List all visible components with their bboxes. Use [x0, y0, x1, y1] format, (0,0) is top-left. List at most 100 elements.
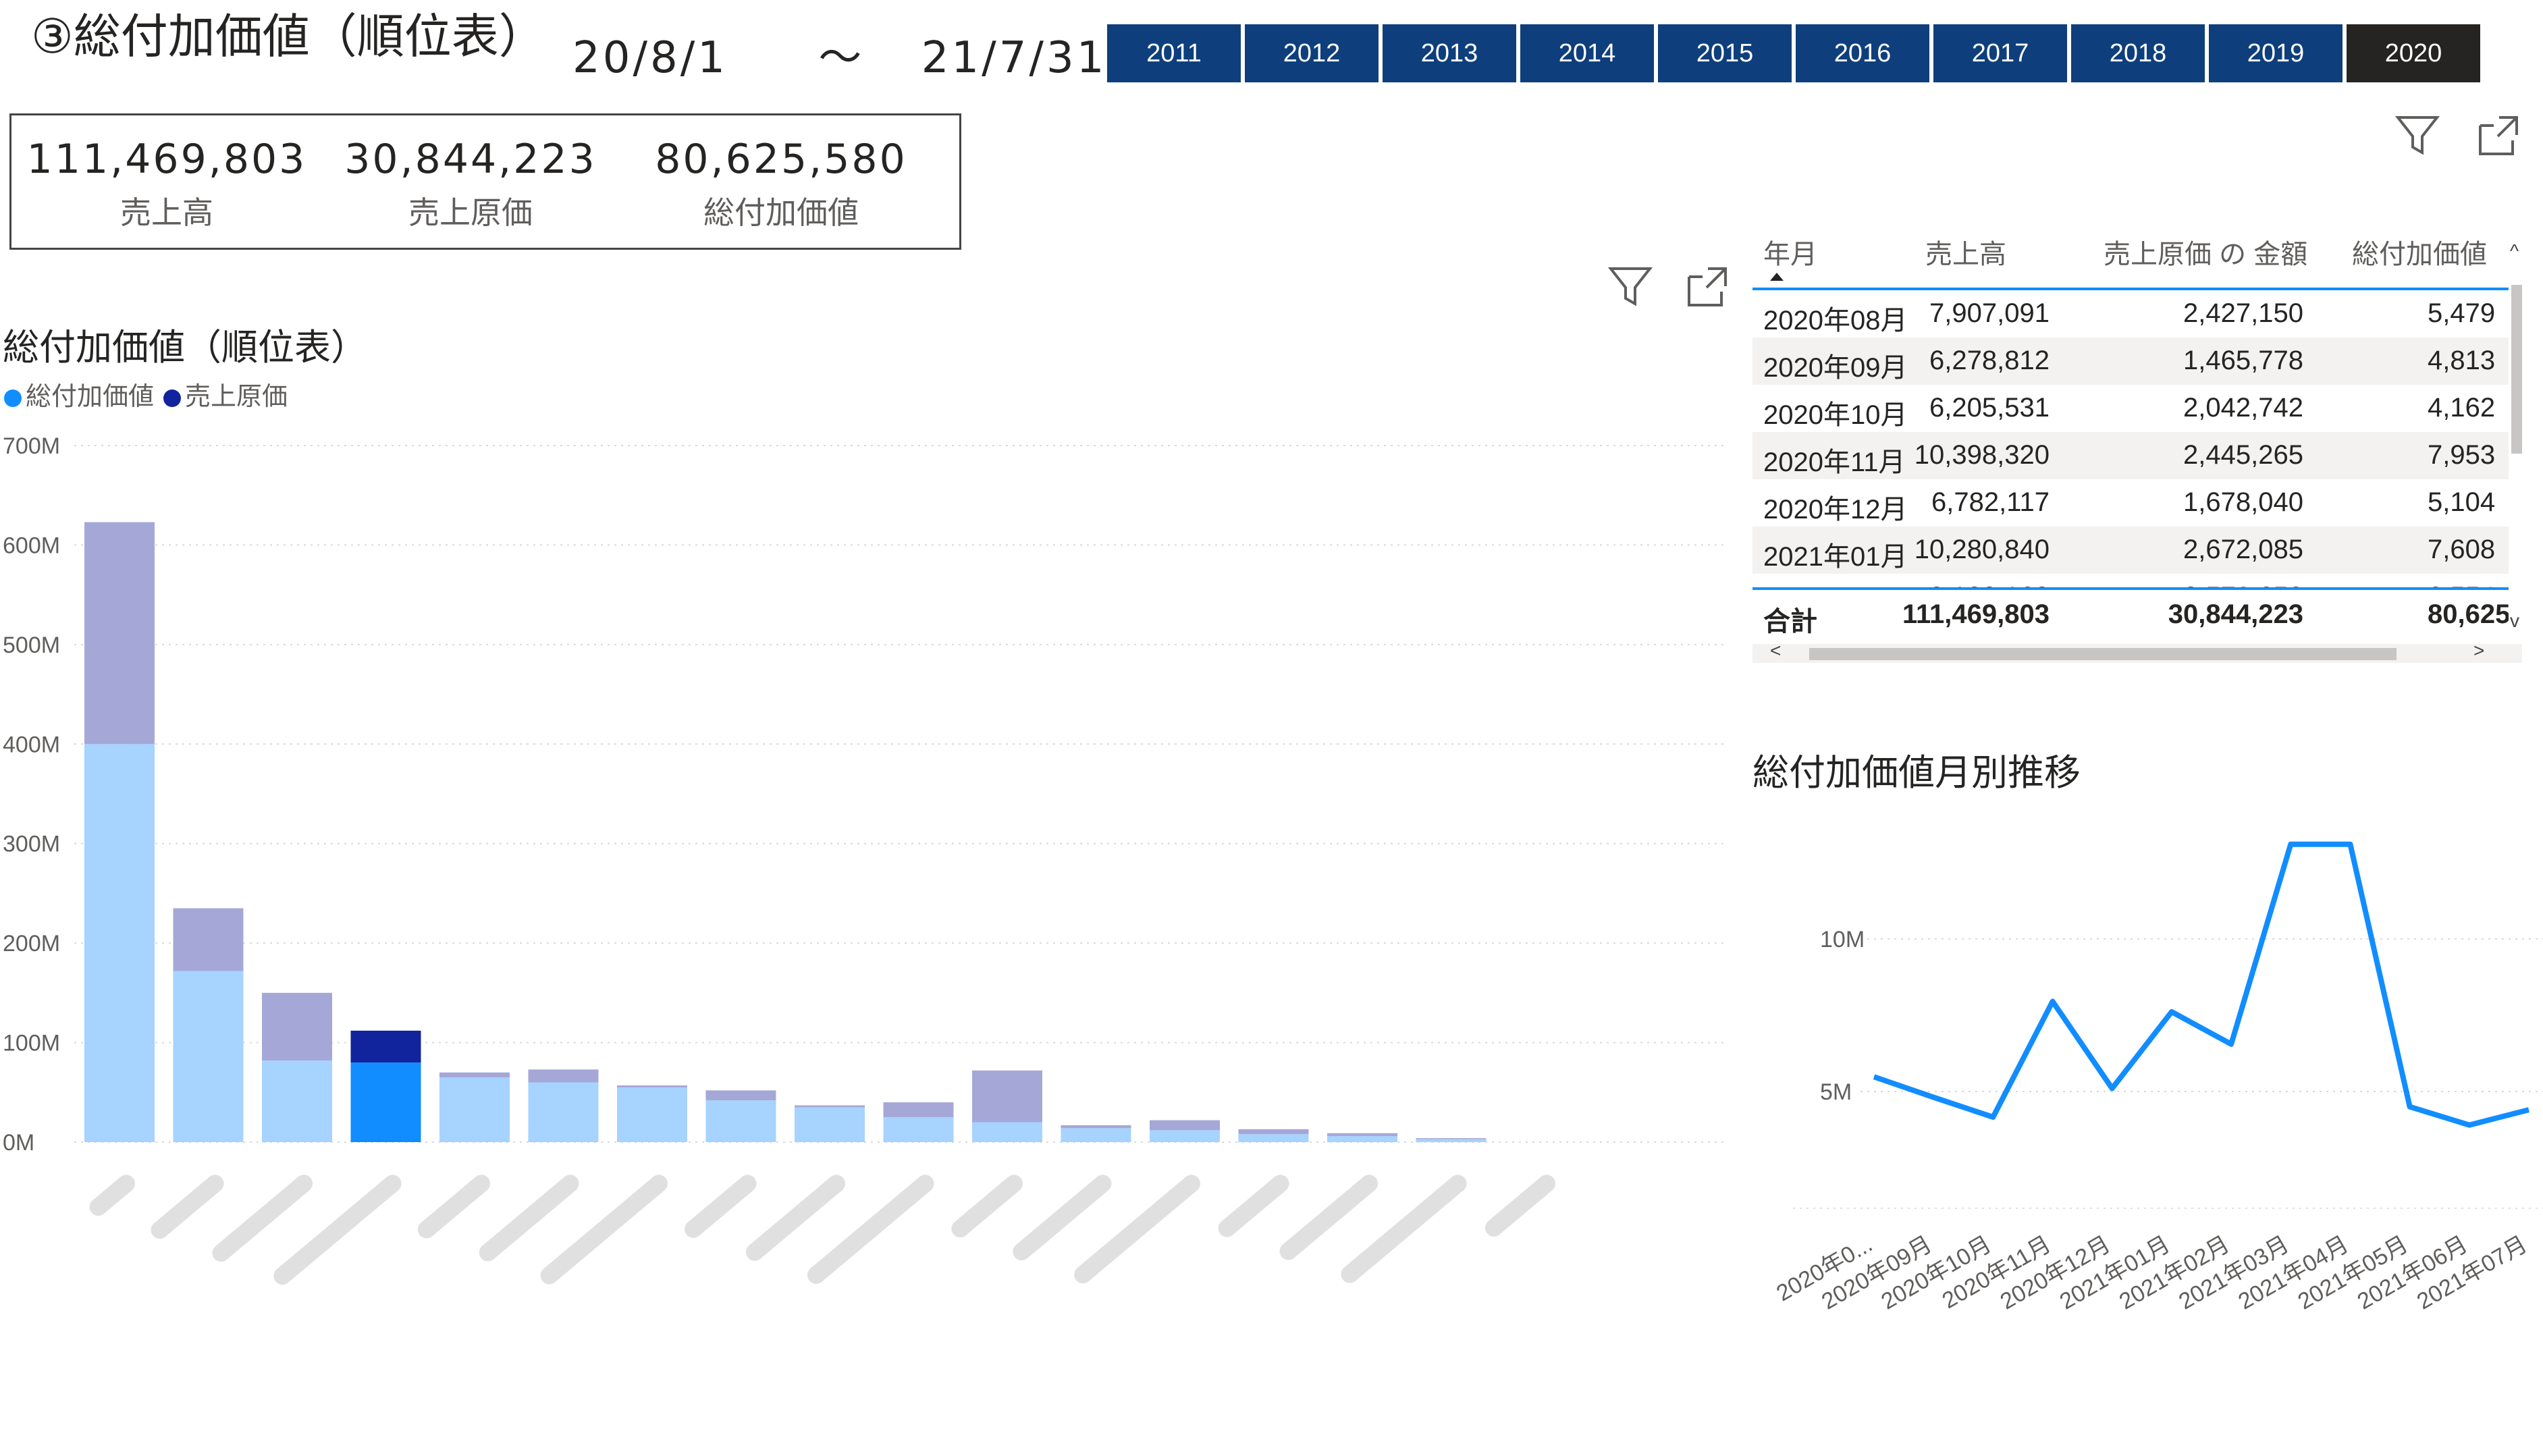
- legend-item-cost[interactable]: 売上原価: [163, 375, 288, 412]
- x-category-label-blurred: [807, 1175, 934, 1284]
- sort-ascending-icon: [1770, 273, 1784, 281]
- table-cell: 2,672,085: [2183, 535, 2303, 564]
- bar-value-segment[interactable]: [84, 744, 155, 1142]
- kpi-card: 111,469,803 売上高 30,844,223 売上原価 80,625,5…: [9, 113, 961, 250]
- bar-cost-segment[interactable]: [439, 1072, 510, 1078]
- bar-value-segment[interactable]: [705, 1100, 776, 1142]
- y-tick-label: 500M: [3, 632, 60, 658]
- year-button-2014[interactable]: 2014: [1520, 24, 1654, 82]
- year-button-2015[interactable]: 2015: [1658, 24, 1792, 82]
- scroll-up-icon[interactable]: ^: [2510, 240, 2519, 261]
- table-cell: 2020年09月: [1763, 353, 1908, 383]
- vertical-scroll-thumb[interactable]: [2511, 285, 2522, 454]
- filter-icon[interactable]: [2394, 112, 2441, 159]
- bar-cost-segment[interactable]: [84, 522, 155, 745]
- table-header-sales[interactable]: 売上高: [1925, 240, 2006, 269]
- total-cost: 30,844,223: [2168, 599, 2303, 629]
- table-cell: 2021年02月: [1763, 582, 1907, 587]
- year-button-2020[interactable]: 2020: [2347, 24, 2480, 82]
- bar-value-segment[interactable]: [262, 1060, 332, 1142]
- line-series[interactable]: [1873, 841, 2529, 1128]
- table-total-row: 合計 111,469,803 30,844,223 80,625: [1752, 587, 2511, 641]
- focus-mode-icon[interactable]: [1684, 263, 1731, 311]
- bar-value-segment[interactable]: [1416, 1139, 1487, 1142]
- table-header-month[interactable]: 年月: [1763, 240, 1817, 269]
- bar-cost-segment[interactable]: [1327, 1133, 1397, 1137]
- bar-cost-segment[interactable]: [1416, 1138, 1487, 1139]
- table-row[interactable]: 2020年12月 6,782,117 1,678,040 5,104: [1752, 479, 2509, 527]
- line-chart: 5M10M2020年0...2020年09月2020年10月2020年11月20…: [1772, 841, 2543, 1315]
- table-row[interactable]: 2020年10月 6,205,531 2,042,742 4,162: [1752, 385, 2509, 432]
- date-to: 21/7/31: [921, 33, 1107, 83]
- y-tick-label: 700M: [3, 433, 60, 459]
- year-button-2017[interactable]: 2017: [1933, 24, 2067, 82]
- table-row[interactable]: 2021年01月 10,280,840 2,672,085 7,608: [1752, 527, 2509, 574]
- x-category-label-blurred: [1341, 1175, 1467, 1283]
- table-header: 年月 売上高 売上原価 の 金額 総付加価値: [1752, 223, 2509, 290]
- scroll-right-icon[interactable]: >: [2473, 640, 2485, 661]
- bar-value-segment[interactable]: [528, 1082, 599, 1142]
- kpi-added-value-label: 総付加価値: [703, 194, 859, 231]
- table-cell: 6,554: [2428, 582, 2495, 587]
- bar-value-segment[interactable]: [972, 1122, 1042, 1142]
- y-tick-label: 400M: [3, 732, 60, 757]
- filter-icon[interactable]: [1607, 263, 1654, 311]
- horizontal-scroll-thumb[interactable]: [1809, 648, 2397, 660]
- table-cell: 5,104: [2428, 487, 2496, 517]
- bar-value-segment[interactable]: [795, 1107, 865, 1142]
- table-cell: 6,782,117: [1931, 487, 2050, 517]
- bar-value-segment[interactable]: [1327, 1136, 1397, 1142]
- x-category-label-blurred: [273, 1175, 402, 1285]
- scroll-down-icon[interactable]: v: [2510, 610, 2519, 631]
- table-row[interactable]: 2020年11月 10,398,320 2,445,265 7,953: [1752, 432, 2509, 479]
- year-button-2018[interactable]: 2018: [2071, 24, 2205, 82]
- bar-value-segment[interactable]: [1061, 1128, 1131, 1142]
- bar-cost-segment[interactable]: [1061, 1125, 1131, 1129]
- table-header-added-value[interactable]: 総付加価値: [2352, 240, 2487, 269]
- table-cell: 2020年11月: [1763, 448, 1906, 477]
- bar-chart: 0M 100M 200M 300M 400M 500M 600M 700M: [3, 433, 1728, 1285]
- total-sales: 111,469,803: [1902, 599, 2050, 629]
- year-button-2019[interactable]: 2019: [2209, 24, 2343, 82]
- bar-cost-segment[interactable]: [1238, 1129, 1309, 1135]
- table-cell: 2020年08月: [1763, 306, 1908, 335]
- focus-mode-icon[interactable]: [2475, 112, 2522, 159]
- scroll-left-icon[interactable]: <: [1770, 640, 1782, 661]
- bar-value-segment[interactable]: [439, 1077, 510, 1142]
- bar-cost-segment[interactable]: [262, 992, 332, 1061]
- table-row[interactable]: 2020年08月 7,907,091 2,427,150 5,479: [1752, 290, 2509, 338]
- table-row[interactable]: 2021年02月 9,133,163 2,578,650 6,554: [1752, 574, 2509, 587]
- table-cell: 2,042,742: [2183, 393, 2303, 423]
- bar-value-segment[interactable]: [1150, 1130, 1220, 1142]
- bar-cost-segment[interactable]: [1150, 1120, 1220, 1131]
- legend-item-value[interactable]: 総付加価値: [4, 375, 154, 412]
- bar-cost-segment[interactable]: [705, 1090, 776, 1101]
- x-category-label-blurred: [1013, 1175, 1112, 1261]
- table-header-cost[interactable]: 売上原価 の 金額: [2104, 240, 2308, 269]
- bar-cost-segment[interactable]: [350, 1030, 421, 1063]
- bar-chart-legend: 総付加価値 売上原価: [4, 375, 288, 412]
- bar-cost-segment[interactable]: [883, 1102, 954, 1118]
- year-button-2011[interactable]: 2011: [1107, 24, 1241, 82]
- bar-value-segment[interactable]: [350, 1062, 421, 1142]
- bar-chart-title: 総付加価値（順位表）: [3, 326, 367, 369]
- year-button-2016[interactable]: 2016: [1796, 24, 1929, 82]
- table-cell: 7,907,091: [1929, 298, 2050, 328]
- bar-cost-segment[interactable]: [795, 1105, 865, 1108]
- total-added-value: 80,625: [2428, 599, 2511, 629]
- bar-cost-segment[interactable]: [528, 1069, 599, 1083]
- table-body: 2020年08月 7,907,091 2,427,150 5,479 2020年09月 6…: [1752, 290, 2509, 587]
- bar-cost-segment[interactable]: [972, 1070, 1042, 1123]
- bar-value-segment[interactable]: [883, 1117, 954, 1142]
- table-row[interactable]: 2020年09月 6,278,812 1,465,778 4,813: [1752, 338, 2509, 385]
- monthly-table: 年月 売上高 売上原価 の 金額 総付加価値 2020年08月 7,907,091…: [1752, 223, 2523, 671]
- bar-cost-segment[interactable]: [617, 1085, 687, 1087]
- y-tick-label: 200M: [3, 931, 60, 956]
- year-button-2012[interactable]: 2012: [1245, 24, 1378, 82]
- table-cell: 2020年10月: [1763, 400, 1908, 430]
- bar-value-segment[interactable]: [173, 971, 244, 1142]
- bar-value-segment[interactable]: [1238, 1134, 1309, 1142]
- year-button-2013[interactable]: 2013: [1383, 24, 1516, 82]
- bar-value-segment[interactable]: [617, 1087, 687, 1142]
- bar-cost-segment[interactable]: [173, 908, 244, 971]
